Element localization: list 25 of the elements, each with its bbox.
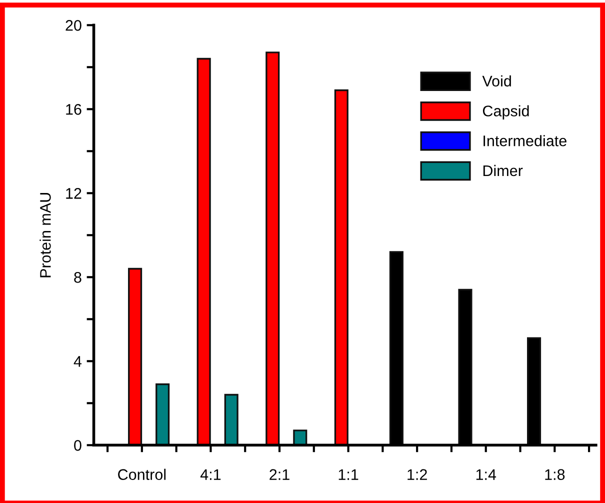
x-tick-label: 2:1 bbox=[270, 469, 290, 480]
bar bbox=[128, 268, 142, 446]
x-tick-label: 1:8 bbox=[545, 469, 565, 480]
y-tick-label: 20 bbox=[66, 20, 82, 31]
bar bbox=[266, 52, 280, 446]
y-tick-label: 8 bbox=[74, 272, 82, 283]
x-tick-label: 1:1 bbox=[338, 469, 358, 480]
y-tick-label: 12 bbox=[66, 188, 82, 199]
bar bbox=[156, 383, 170, 446]
bar bbox=[334, 89, 348, 446]
x-tick-label: 1:4 bbox=[476, 469, 496, 480]
y-tick-label: 16 bbox=[66, 104, 82, 115]
legend-label: Void bbox=[482, 75, 511, 87]
x-tick-label: 4:1 bbox=[200, 469, 221, 480]
bar bbox=[293, 430, 308, 446]
legend-label: Intermediate bbox=[484, 135, 566, 146]
y-tick-label: 0 bbox=[74, 440, 82, 451]
bar bbox=[224, 394, 238, 446]
x-tick-label: 1:2 bbox=[408, 469, 427, 480]
y-tick-label: 4 bbox=[74, 356, 82, 367]
legend-label: Dimer bbox=[483, 164, 523, 176]
x-tick-label: Control bbox=[118, 468, 166, 480]
legend-label: Capsid bbox=[482, 105, 529, 120]
bar bbox=[196, 58, 211, 446]
y-axis-title: Protein mAU bbox=[40, 193, 51, 278]
